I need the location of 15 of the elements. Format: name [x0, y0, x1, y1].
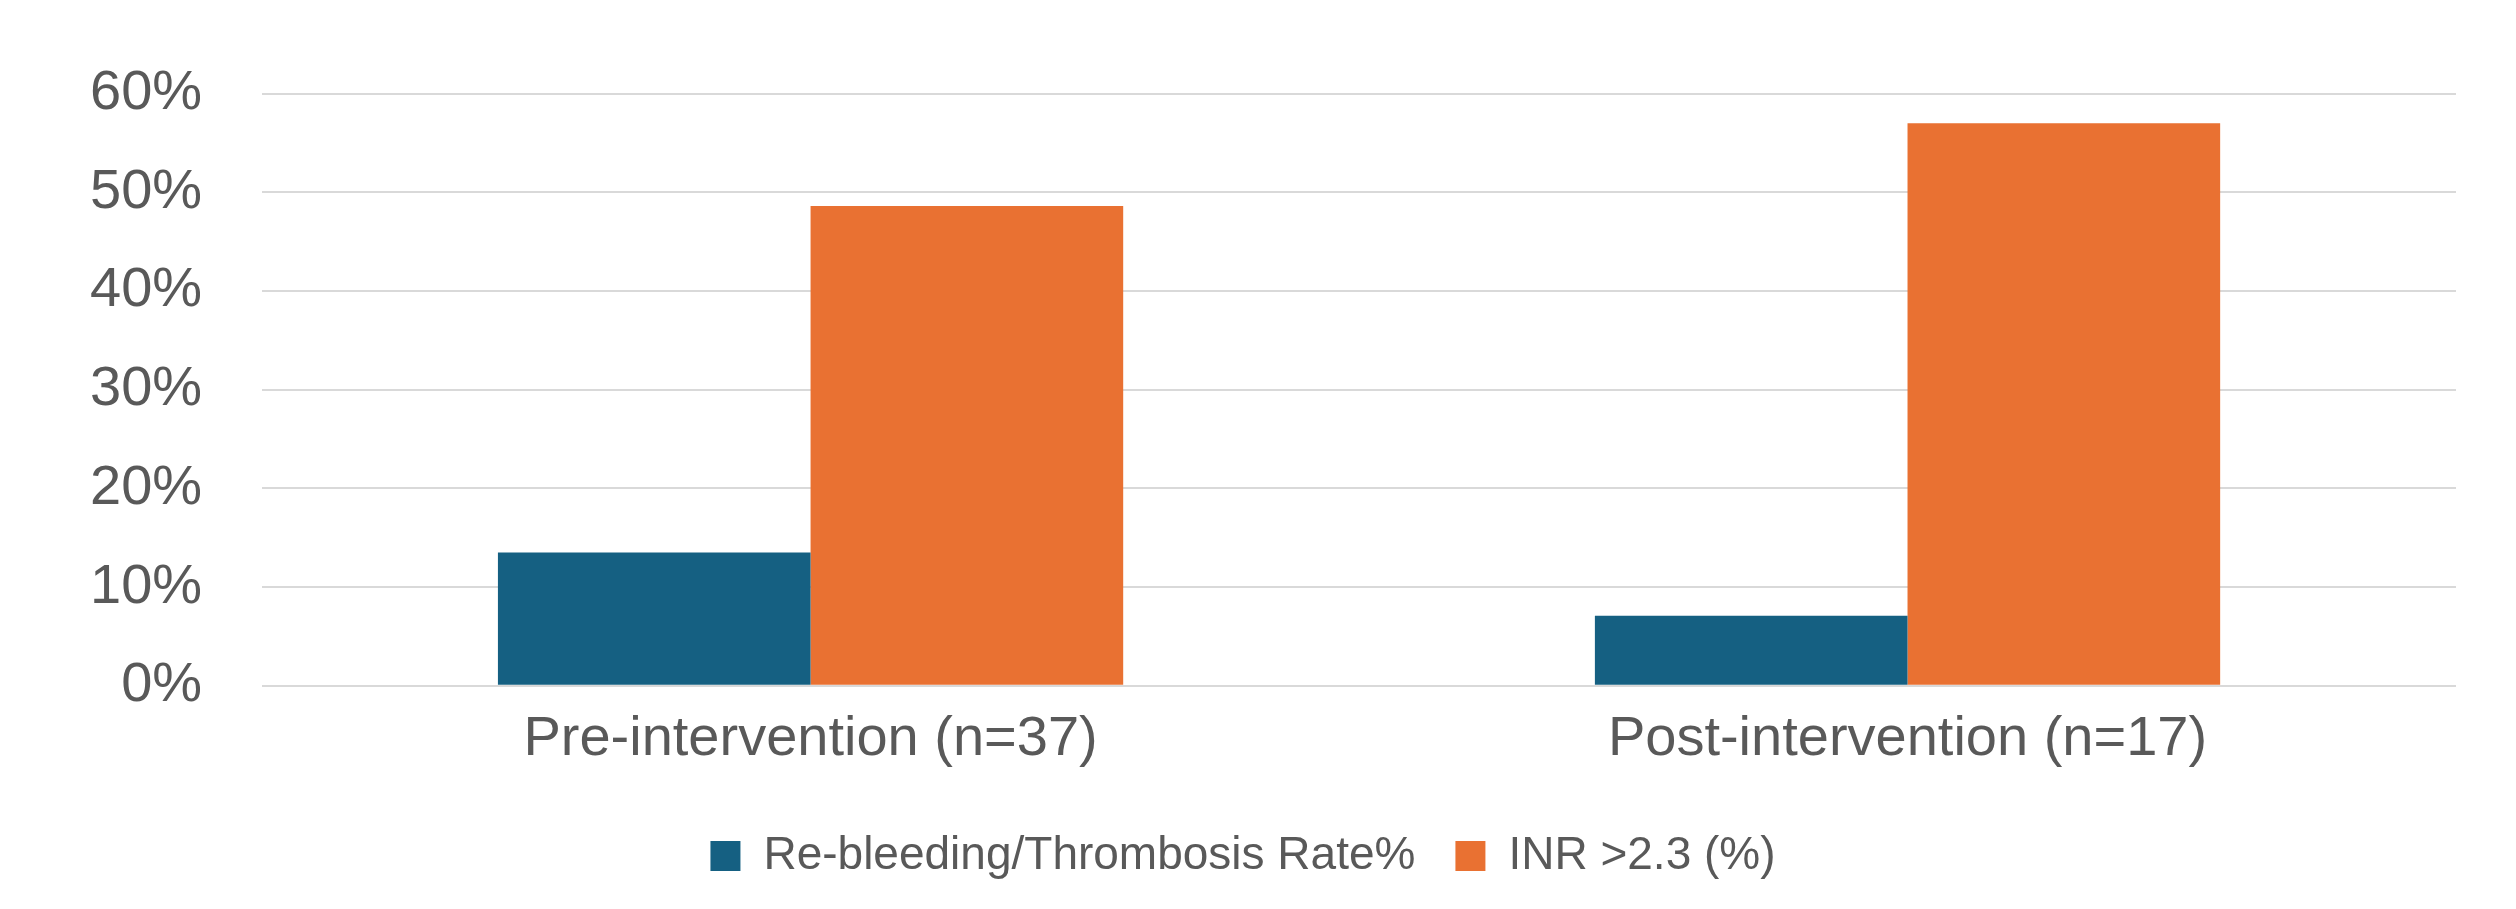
bar: [1594, 615, 1908, 685]
legend-label: INR >2.3 (%): [1508, 826, 1776, 879]
bar: [810, 206, 1124, 685]
y-tick-label: 20%: [89, 452, 203, 516]
y-tick-label: 0%: [121, 650, 203, 714]
legend-label: Re-bleeding/Thrombosis Rate%: [763, 826, 1416, 879]
x-tick-label: Pre-intervention (n=37): [523, 703, 1098, 767]
y-tick-label: 10%: [89, 551, 203, 615]
y-tick-label: 40%: [89, 255, 203, 319]
bar: [1907, 123, 2221, 685]
y-tick-label: 50%: [89, 156, 203, 220]
y-tick-label: 60%: [89, 58, 203, 122]
x-tick-label: Post-intervention (n=17): [1607, 703, 2208, 767]
bar: [497, 552, 811, 685]
y-tick-label: 30%: [89, 354, 203, 418]
